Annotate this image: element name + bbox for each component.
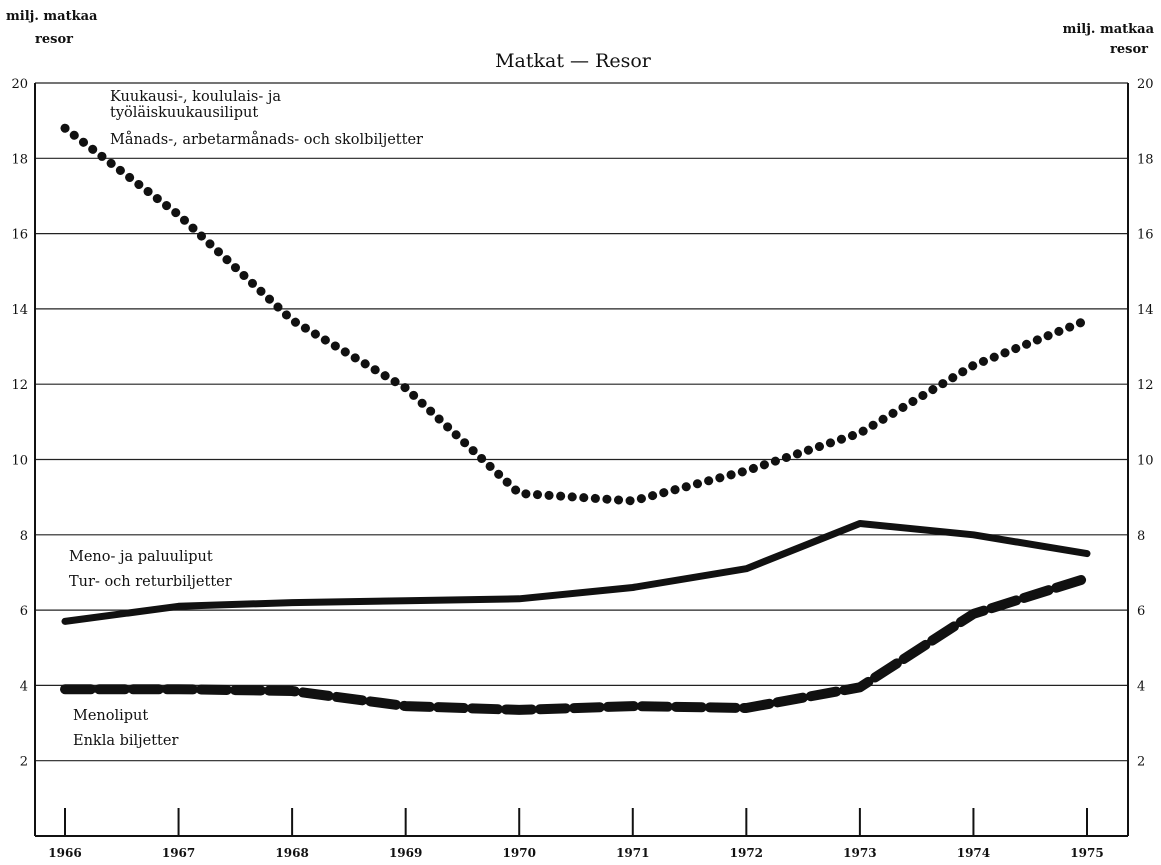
x-tick-labels: 1966 1967 1968 1969 1970 1971 1972 1973 1974 1975 xyxy=(48,846,1103,860)
series-3-label-line2: Enkla biljetter xyxy=(73,733,178,749)
series-2-label-line2: Tur- och returbiljetter xyxy=(69,574,232,590)
series-1-dotted-line xyxy=(65,128,1087,501)
x-tick-label: 1966 xyxy=(48,846,81,860)
y-tick-label-left: 10 xyxy=(11,454,28,469)
y-tick-label-right: 18 xyxy=(1137,152,1154,167)
series-2-label-line1: Meno- ja paluuliput xyxy=(69,549,213,565)
series-3-label-line1: Menoliput xyxy=(73,708,148,724)
x-tick-label: 1973 xyxy=(843,846,876,860)
y-tick-label-left: 2 xyxy=(20,755,28,770)
gridlines xyxy=(35,83,1128,761)
right-unit-label-line1: milj. matkaa xyxy=(1063,22,1155,37)
y-tick-label-left: 20 xyxy=(11,77,28,92)
series-1-label-line1: Kuukausi-, koululais- ja xyxy=(110,89,281,105)
y-tick-label-left: 12 xyxy=(11,378,28,393)
chart-title: Matkat — Resor xyxy=(495,50,652,72)
y-tick-label-right: 14 xyxy=(1137,303,1154,318)
x-tick-label: 1974 xyxy=(957,846,990,860)
y-tick-label-left: 8 xyxy=(20,529,28,544)
x-tick-label: 1975 xyxy=(1070,846,1103,860)
x-tick-label: 1972 xyxy=(730,846,763,860)
y-tick-label-left: 16 xyxy=(11,228,28,243)
series-lines xyxy=(65,128,1087,710)
series-1-label-line2: työläiskuukausiliput xyxy=(110,105,258,121)
y-tick-labels-right: 2 4 6 8 10 12 14 16 18 20 xyxy=(1137,77,1154,770)
x-tick-label: 1970 xyxy=(503,846,536,860)
x-tick-label: 1967 xyxy=(162,846,195,860)
y-tick-label-right: 10 xyxy=(1137,454,1154,469)
x-tick-label: 1971 xyxy=(616,846,649,860)
x-tick-marks xyxy=(65,808,1087,836)
y-tick-label-right: 20 xyxy=(1137,77,1154,92)
y-tick-label-left: 6 xyxy=(20,604,28,619)
series-1-label-line3: Månads-, arbetarmånads- och skolbiljette… xyxy=(110,131,423,148)
y-tick-label-left: 18 xyxy=(11,152,28,167)
y-tick-label-left: 4 xyxy=(20,679,28,694)
left-unit-label-line1: milj. matkaa xyxy=(6,9,98,24)
right-unit-label-line2: resor xyxy=(1110,42,1148,57)
series-3-dashed-line xyxy=(65,578,1087,710)
x-tick-label: 1969 xyxy=(389,846,422,860)
y-tick-labels-left: 2 4 6 8 10 12 14 16 18 20 xyxy=(11,77,28,770)
y-tick-label-right: 4 xyxy=(1137,679,1145,694)
y-tick-label-right: 8 xyxy=(1137,529,1145,544)
x-tick-label: 1968 xyxy=(275,846,308,860)
y-tick-label-right: 6 xyxy=(1137,604,1145,619)
y-tick-label-left: 14 xyxy=(11,303,28,318)
series-2-solid-line xyxy=(65,524,1087,622)
y-tick-label-right: 2 xyxy=(1137,755,1145,770)
y-tick-label-right: 16 xyxy=(1137,228,1154,243)
y-tick-label-right: 12 xyxy=(1137,378,1154,393)
left-unit-label-line2: resor xyxy=(35,32,73,47)
